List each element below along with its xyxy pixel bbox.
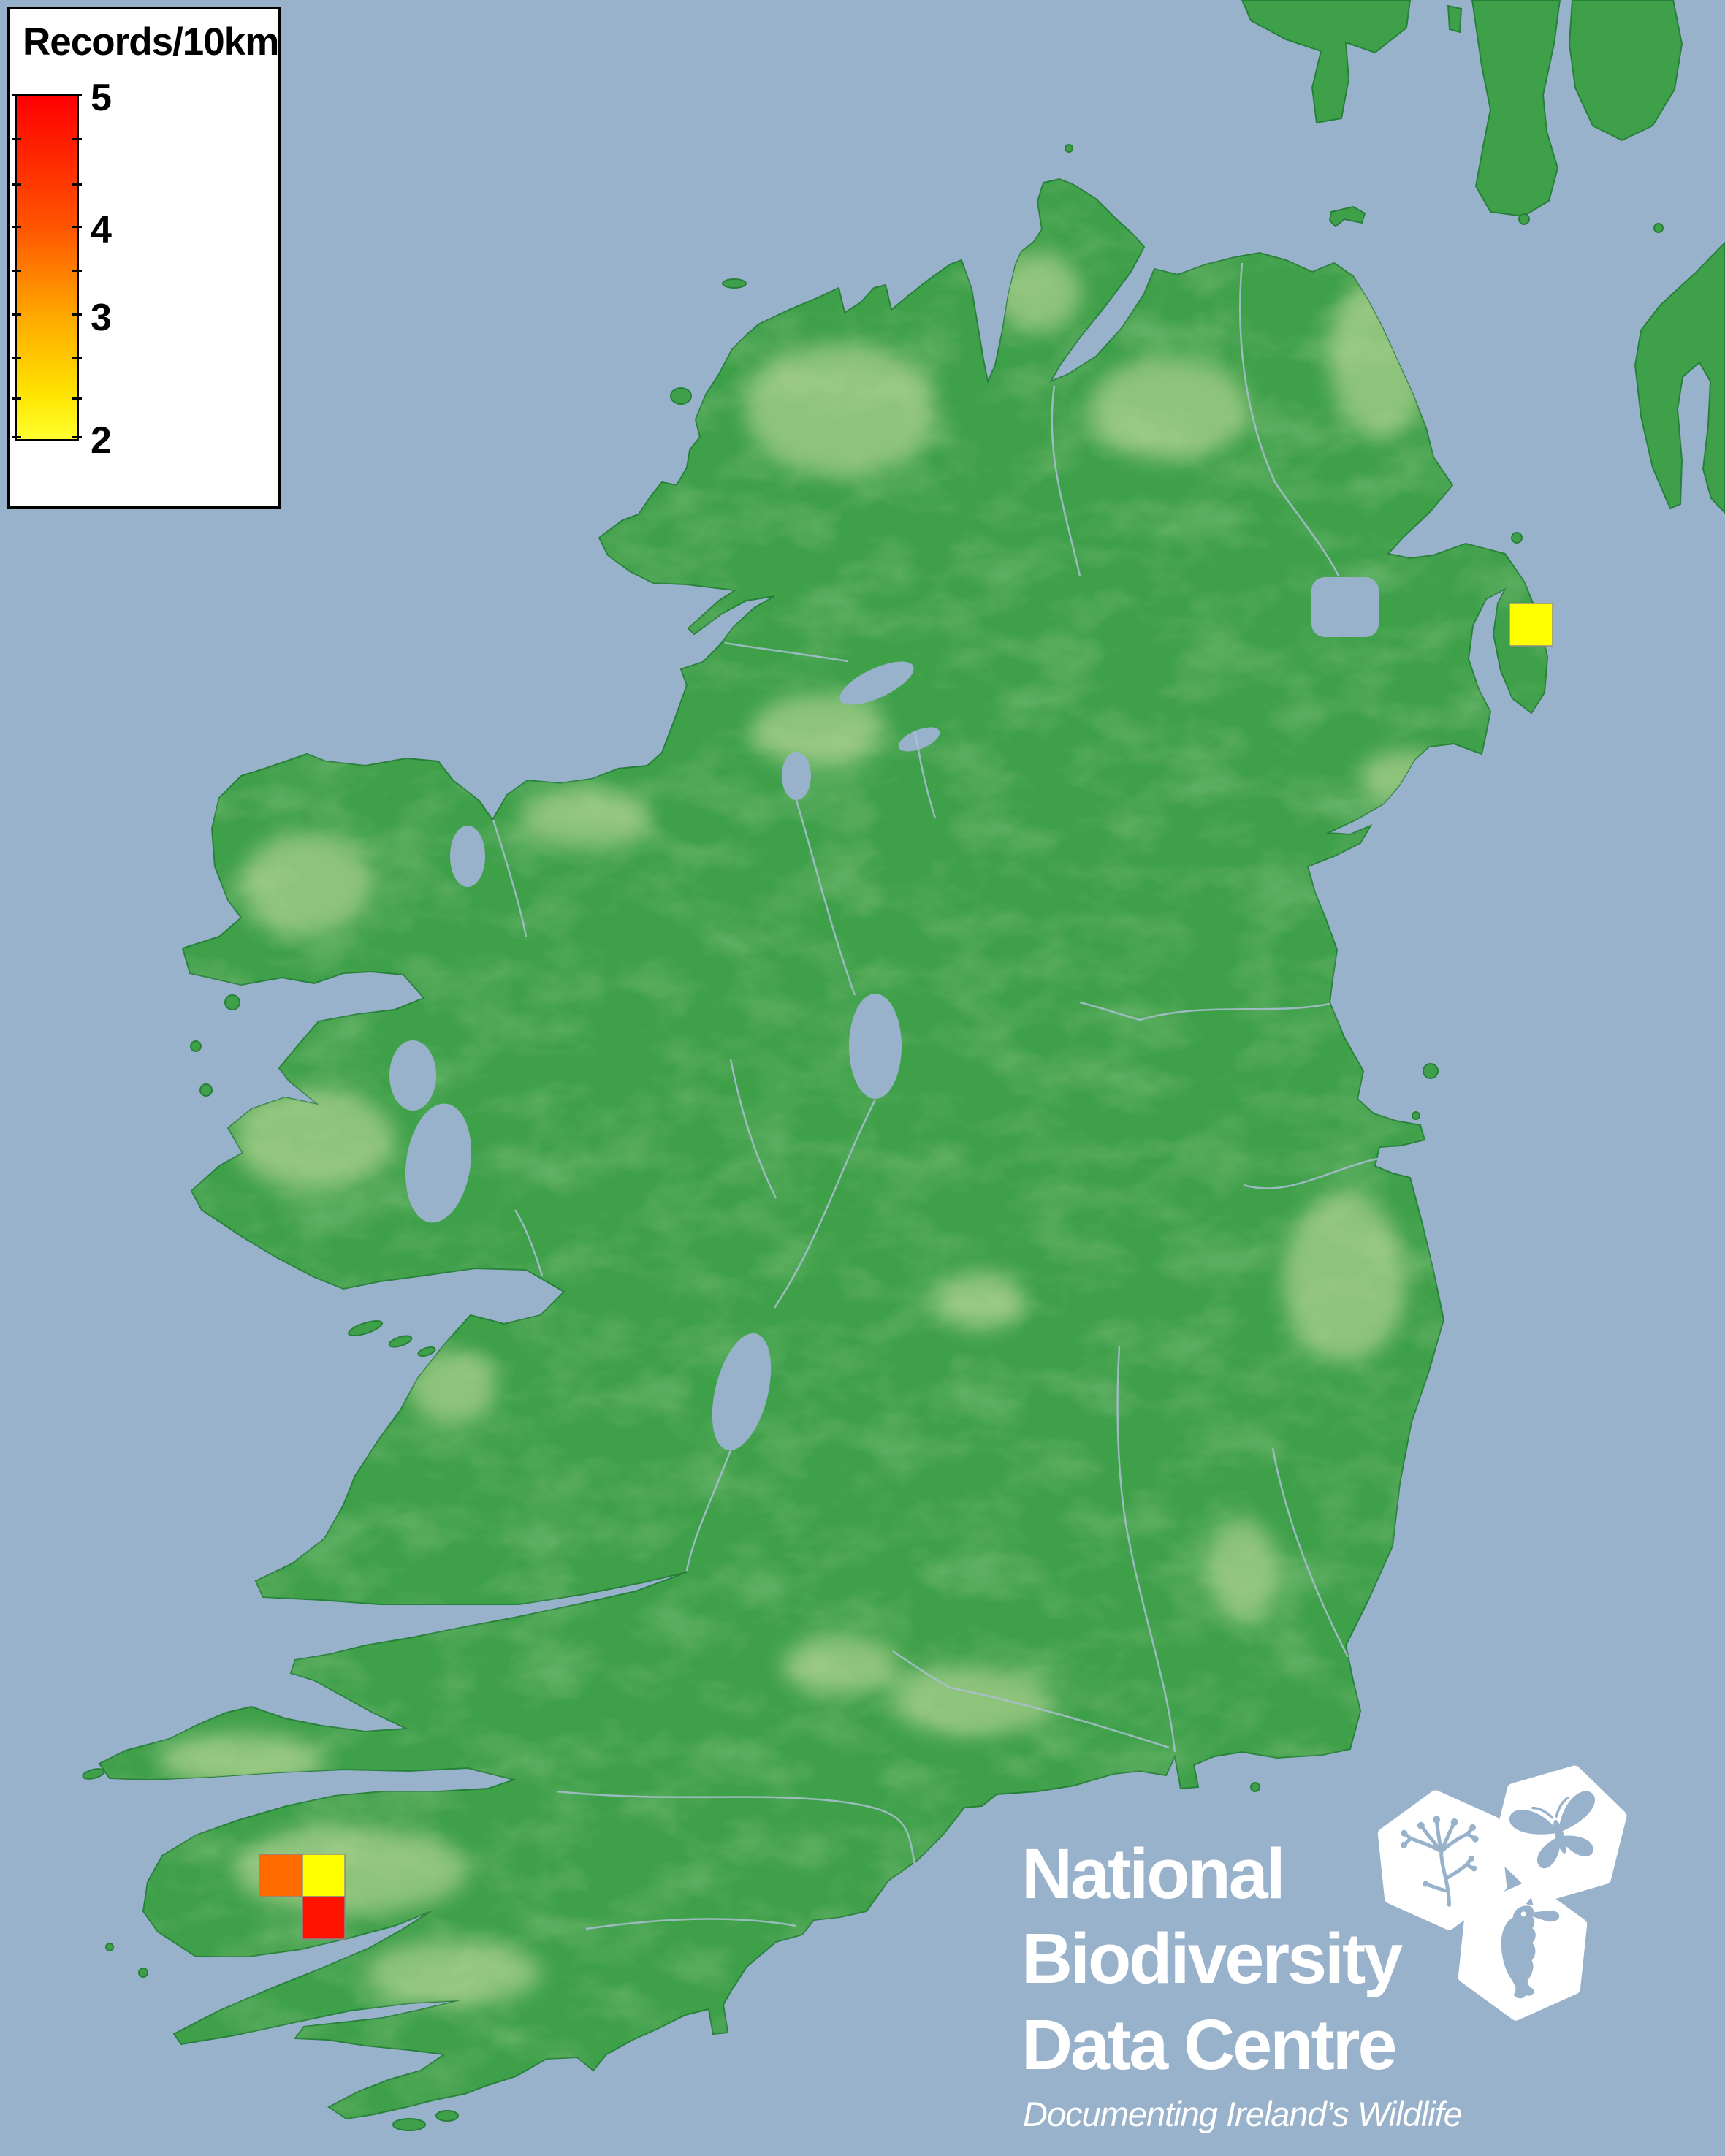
- logo-tagline: Documenting Ireland’s Wildlife: [1023, 2095, 1463, 2133]
- river-barrow: [1116, 1345, 1176, 1753]
- legend-tick: [12, 183, 21, 186]
- legend-tick: [72, 94, 82, 96]
- river-lee: [585, 1918, 797, 1930]
- offshore-islands: [82, 144, 1523, 2131]
- inishturk-island: [190, 1040, 202, 1052]
- butterfly-icon: [1509, 1791, 1595, 1869]
- scotland-gigha-islet: [1447, 4, 1463, 34]
- legend-tick: [12, 137, 21, 140]
- blasket-islands: [82, 1768, 105, 1780]
- grid-square-kerry-south[interactable]: [302, 1896, 346, 1940]
- legend-tick-label: 5: [91, 76, 112, 119]
- lough-derg: [712, 1333, 772, 1451]
- lough-allen: [782, 752, 811, 800]
- lakes: [389, 577, 1379, 1451]
- legend-tick: [72, 183, 82, 186]
- grid-square-down-strangford[interactable]: [1509, 603, 1553, 647]
- river-erne: [724, 641, 937, 819]
- legend-tick: [72, 270, 82, 273]
- legend-tick: [12, 226, 21, 229]
- scariff-islet: [138, 1968, 148, 1978]
- lough-conn: [450, 826, 485, 887]
- grid-square-kerry-northeast[interactable]: [302, 1854, 346, 1897]
- river-suir: [892, 1650, 1170, 1749]
- legend-tick: [72, 397, 82, 400]
- record-squares-layer: [259, 603, 1553, 1940]
- inishbofin-island: [199, 1083, 213, 1097]
- river-boyne: [1079, 1001, 1330, 1021]
- legend-tick: [12, 357, 21, 360]
- legend-tick: [72, 226, 82, 229]
- lough-neagh: [1311, 577, 1379, 637]
- irelands-eye-islet: [1412, 1111, 1420, 1120]
- river-shannon: [685, 799, 877, 1572]
- lough-ree: [849, 994, 902, 1099]
- tory-island: [722, 278, 747, 289]
- legend-tick: [72, 137, 82, 140]
- sanda-islet: [1518, 213, 1530, 225]
- ailsa-craig-islet: [1653, 223, 1664, 233]
- river-liffey: [1243, 1157, 1379, 1189]
- logo-hexagons: [1377, 1765, 1627, 2021]
- scotland-coast: [1241, 0, 1725, 514]
- logo-line-biodiversity: Biodiversity: [1021, 1919, 1403, 1998]
- legend-gradient-bar: [15, 94, 79, 441]
- aran-islands: [348, 1320, 383, 1336]
- scotland-kintyre: [1471, 0, 1561, 218]
- legend-title: Records/10km: [23, 20, 279, 64]
- logo-line-national: National: [1021, 1834, 1286, 1913]
- legend-tick: [12, 270, 21, 273]
- copeland-island: [1511, 532, 1523, 544]
- saltee-islands: [1250, 1782, 1260, 1792]
- scotland-islay: [1241, 0, 1412, 124]
- scotland-arran: [1568, 0, 1683, 142]
- sherkin-island: [435, 2110, 459, 2122]
- inishmaan-island: [388, 1335, 413, 1348]
- legend-tick: [72, 313, 82, 316]
- nbdc-logo: National Biodiversity Data Centre Docume…: [1016, 1752, 1725, 2156]
- river-blackwater: [556, 1790, 916, 1865]
- legend-tick: [12, 94, 21, 96]
- butterfly-hexagon: [1491, 1765, 1627, 1902]
- logo-line-data-centre: Data Centre: [1021, 2005, 1397, 2084]
- grid-square-kerry-northwest[interactable]: [259, 1854, 303, 1897]
- river-bann: [1239, 262, 1340, 576]
- river-suck: [729, 1059, 777, 1199]
- lower-lough-erne: [839, 661, 914, 705]
- river-corrib-outflow: [514, 1209, 544, 1276]
- plant-hexagon: [1377, 1790, 1507, 1930]
- clare-island: [224, 994, 240, 1010]
- legend-tick: [72, 357, 82, 360]
- lough-mask: [389, 1040, 436, 1111]
- upper-lough-erne: [898, 727, 940, 752]
- skellig-islet: [105, 1943, 114, 1951]
- legend-tick: [72, 436, 82, 438]
- legend-tick-label: 4: [91, 208, 112, 251]
- inishtrahull-islet: [1065, 144, 1073, 153]
- river-slaney: [1271, 1447, 1349, 1658]
- lambay-island: [1423, 1063, 1439, 1079]
- rivers: [492, 262, 1379, 1930]
- aranmore-island: [670, 387, 692, 405]
- lough-corrib: [405, 1103, 472, 1223]
- legend-tick: [12, 313, 21, 316]
- seahorse-icon: [1501, 1897, 1560, 1999]
- rathlin-island: [1328, 205, 1366, 228]
- legend-tick-label: 3: [91, 297, 112, 340]
- inisheer-island: [417, 1346, 436, 1357]
- river-foyle: [1051, 385, 1081, 576]
- cape-clear-island: [392, 2118, 426, 2131]
- seahorse-hexagon: [1458, 1881, 1588, 2021]
- legend-tick: [12, 397, 21, 400]
- legend-tick-label: 2: [91, 419, 112, 462]
- legend-panel: Records/10km 5 4 3 2: [7, 7, 281, 509]
- scotland-galloway: [1634, 241, 1725, 514]
- river-moy: [492, 819, 528, 937]
- legend-tick: [12, 436, 21, 438]
